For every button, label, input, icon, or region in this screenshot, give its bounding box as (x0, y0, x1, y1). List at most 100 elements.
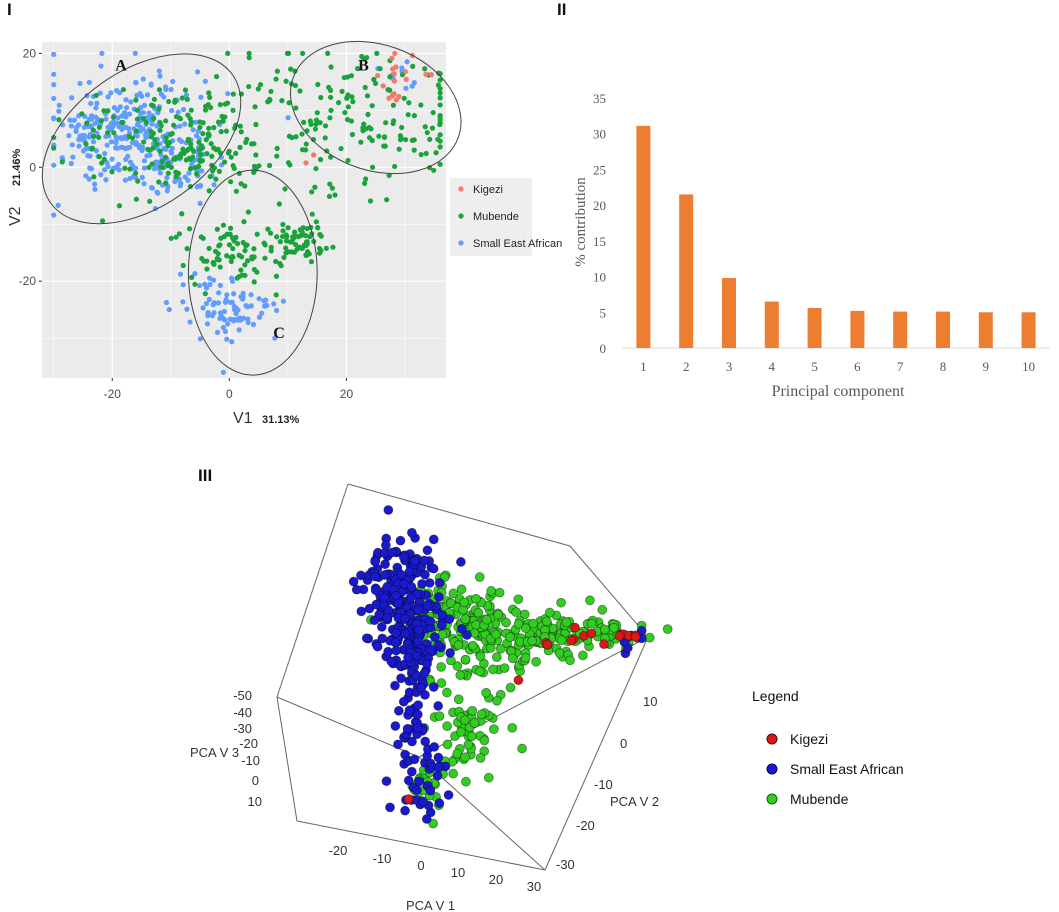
data-point-sea-3d (383, 605, 394, 615)
data-point-mubende (292, 241, 299, 248)
data-point-mubende (132, 170, 139, 176)
data-point-small-east-african (152, 205, 159, 212)
data-point-kigezi (391, 71, 397, 77)
data-point-small-east-african (211, 182, 217, 188)
data-point-small-east-african (148, 81, 154, 87)
data-point-mubende (318, 94, 324, 101)
data-point-mubende (292, 229, 298, 235)
data-point-small-east-african (157, 73, 163, 79)
data-point-mubende-3d (483, 772, 494, 783)
pca-3d-points (348, 505, 673, 829)
data-point-mubende (101, 156, 107, 162)
data-point-mubende (184, 246, 190, 252)
data-point-mubende-3d (475, 753, 486, 763)
data-point-mubende-3d (520, 652, 531, 663)
data-point-small-east-african (172, 178, 178, 185)
data-point-sea-3d (390, 721, 401, 731)
data-point-small-east-african (259, 310, 265, 316)
data-point-mubende (273, 76, 279, 82)
data-point-small-east-african (83, 173, 89, 179)
data-point-mubende (210, 259, 217, 266)
data-point-small-east-african (114, 107, 120, 113)
data-point-mubende (401, 95, 407, 101)
data-point-small-east-african (141, 181, 147, 187)
data-point-small-east-african (202, 281, 208, 287)
data-point-sea-3d (417, 578, 427, 589)
data-point-mubende (211, 125, 217, 131)
data-point-small-east-african (99, 50, 105, 56)
data-point-small-east-african (224, 292, 230, 298)
data-point-small-east-african (215, 300, 222, 306)
data-point-small-east-african (73, 125, 79, 131)
data-point-mubende (327, 87, 334, 93)
data-point-small-east-african (197, 336, 203, 342)
data-point-mubende (99, 218, 106, 224)
data-point-small-east-african (94, 100, 100, 106)
data-point-mubende (208, 141, 214, 147)
data-point-mubende (411, 113, 417, 119)
data-point-sea-3d (413, 636, 424, 647)
data-point-mubende (266, 96, 273, 102)
data-point-kigezi (390, 92, 396, 98)
data-point-mubende (96, 124, 102, 130)
data-point-small-east-african (151, 166, 158, 172)
legend-3d-mubende-marker (766, 793, 778, 805)
data-point-mubende (330, 244, 336, 250)
data-point-mubende (437, 138, 443, 144)
data-point-mubende (157, 127, 163, 134)
data-point-small-east-african (141, 102, 148, 108)
data-point-small-east-african (163, 299, 170, 306)
data-point-mubende (202, 107, 209, 113)
data-point-mubende (213, 176, 219, 182)
data-point-mubende (361, 180, 368, 186)
data-point-mubende (242, 272, 248, 279)
data-point-small-east-african (51, 116, 57, 122)
data-point-mubende (245, 209, 251, 215)
data-point-mubende (228, 154, 234, 160)
data-point-mubende (328, 64, 334, 70)
data-point-mubende (238, 267, 244, 273)
data-point-mubende (313, 117, 320, 123)
data-point-sea-3d (406, 582, 417, 592)
data-point-mubende (93, 92, 99, 98)
data-point-mubende (328, 107, 334, 113)
data-point-sea-3d (393, 705, 404, 716)
data-point-sea-3d (407, 736, 417, 747)
data-point-mubende (134, 116, 140, 122)
cluster-label-B: B (358, 57, 369, 74)
data-point-mubende-3d (434, 711, 445, 722)
data-point-mubende (192, 281, 198, 287)
bar-x-tick-label: 5 (811, 359, 818, 374)
data-point-small-east-african (192, 271, 198, 277)
data-point-small-east-african (69, 142, 75, 148)
data-point-mubende (231, 165, 237, 172)
data-point-mubende (297, 226, 303, 233)
data-point-small-east-african (98, 63, 104, 69)
data-point-mubende-3d (452, 748, 463, 759)
data-point-small-east-african (104, 142, 110, 148)
data-point-small-east-african (116, 167, 122, 173)
data-point-mubende (200, 120, 206, 126)
data-point-mubende (368, 126, 374, 132)
data-point-small-east-african (175, 109, 181, 115)
data-point-small-east-african (192, 119, 199, 125)
data-point-mubende (302, 147, 309, 153)
data-point-mubende (308, 259, 315, 265)
data-point-mubende-3d (513, 594, 524, 605)
data-point-small-east-african (154, 123, 160, 129)
data-point-small-east-african (88, 116, 95, 122)
x-tick: 30 (527, 879, 541, 894)
data-point-mubende-3d (527, 635, 538, 646)
legend-sea-marker (458, 240, 464, 246)
data-point-mubende (122, 165, 128, 171)
bar-pc-8 (936, 311, 950, 348)
data-point-small-east-african (186, 170, 192, 176)
data-point-sea-3d (422, 545, 433, 556)
data-point-small-east-african (227, 299, 234, 305)
data-point-sea-3d (383, 505, 394, 515)
data-point-small-east-african (235, 307, 241, 313)
data-point-kigezi (402, 69, 409, 75)
data-point-sea-3d (390, 628, 401, 639)
data-point-small-east-african (112, 145, 119, 151)
